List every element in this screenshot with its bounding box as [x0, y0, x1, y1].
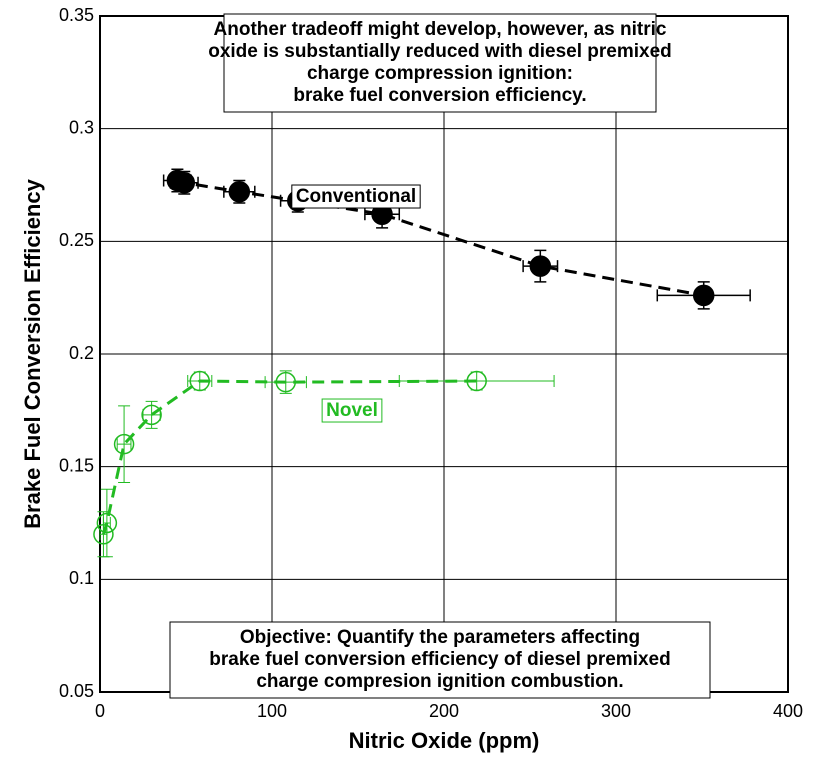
annotation-text: Another tradeoff might develop, however,…: [214, 19, 667, 40]
annotation-text: charge compression ignition:: [307, 63, 573, 84]
marker: [529, 255, 552, 277]
y-error-bar: [100, 488, 113, 558]
x-tick-label: 400: [773, 701, 803, 721]
annotation-text: brake fuel conversion efficiency.: [293, 85, 586, 106]
marker: [113, 433, 135, 455]
y-error-bar: [118, 405, 131, 483]
marker: [189, 370, 211, 392]
x-tick-label: 200: [429, 701, 459, 721]
annotation-text: Objective: Quantify the parameters affec…: [240, 627, 640, 648]
x-tick-label: 100: [257, 701, 287, 721]
y-axis-label: Brake Fuel Conversion Efficiency: [20, 178, 45, 528]
annotation-text: brake fuel conversion efficiency of dies…: [209, 649, 670, 670]
legend-label: Conventional: [296, 186, 416, 207]
y-tick-label: 0.05: [59, 681, 94, 701]
annotation-text: charge compresion ignition combustion.: [256, 671, 623, 692]
marker: [141, 404, 162, 426]
marker: [96, 512, 118, 534]
y-tick-label: 0.15: [59, 455, 94, 475]
x-tick-label: 0: [95, 701, 105, 721]
y-tick-label: 0.1: [69, 568, 94, 588]
y-tick-label: 0.2: [69, 343, 94, 363]
y-error-bar: [279, 370, 292, 394]
marker: [228, 181, 251, 203]
y-tick-label: 0.35: [59, 5, 94, 25]
marker: [692, 284, 715, 307]
annotation-box: [169, 621, 711, 699]
legend-box: [321, 398, 383, 423]
legend-label: Novel: [326, 400, 378, 421]
marker: [173, 171, 196, 194]
annotation-text: oxide is substantially reduced with dies…: [208, 41, 672, 62]
marker: [275, 371, 297, 393]
marker: [466, 370, 487, 392]
y-tick-label: 0.25: [59, 230, 94, 250]
y-tick-label: 0.3: [69, 117, 94, 137]
x-axis-label: Nitric Oxide (ppm): [349, 728, 540, 753]
legend-box: [291, 184, 421, 209]
x-tick-label: 300: [601, 701, 631, 721]
annotation-box: [223, 13, 657, 113]
